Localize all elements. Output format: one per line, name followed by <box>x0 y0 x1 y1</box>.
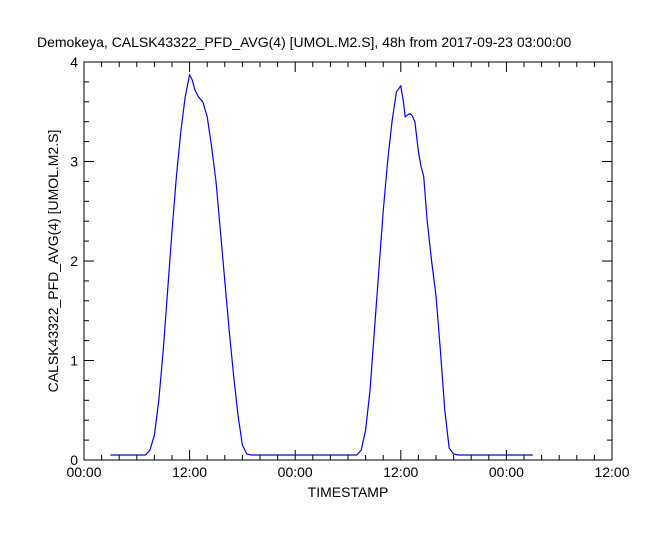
y-tick-label: 2 <box>70 253 78 269</box>
y-tick-label: 0 <box>70 452 78 468</box>
y-axis-label: CALSK43322_PFD_AVG(4) [UMOL.M2.S] <box>45 130 61 393</box>
chart-title: Demokeya, CALSK43322_PFD_AVG(4) [UMOL.M2… <box>37 34 572 50</box>
y-tick-label: 4 <box>70 54 78 70</box>
axis-tick-labels: 00:00 12:00 00:00 12:00 00:00 12:00 0 1 2 3 4 <box>66 54 629 480</box>
series-line <box>110 73 533 456</box>
x-tick-label: 12:00 <box>172 464 207 480</box>
x-tick-label: 00:00 <box>489 464 524 480</box>
x-tick-label: 00:00 <box>278 464 313 480</box>
axis-ticks <box>83 61 613 461</box>
x-tick-label: 12:00 <box>383 464 418 480</box>
x-tick-label: 12:00 <box>594 464 629 480</box>
plot-frame <box>83 61 613 461</box>
y-tick-label: 3 <box>70 154 78 170</box>
y-tick-label: 1 <box>70 353 78 369</box>
plot-area: 00:00 12:00 00:00 12:00 00:00 12:00 0 1 2 3 4 <box>66 54 629 480</box>
x-axis-label: TIMESTAMP <box>308 484 389 500</box>
x-tick-label: 00:00 <box>66 464 101 480</box>
